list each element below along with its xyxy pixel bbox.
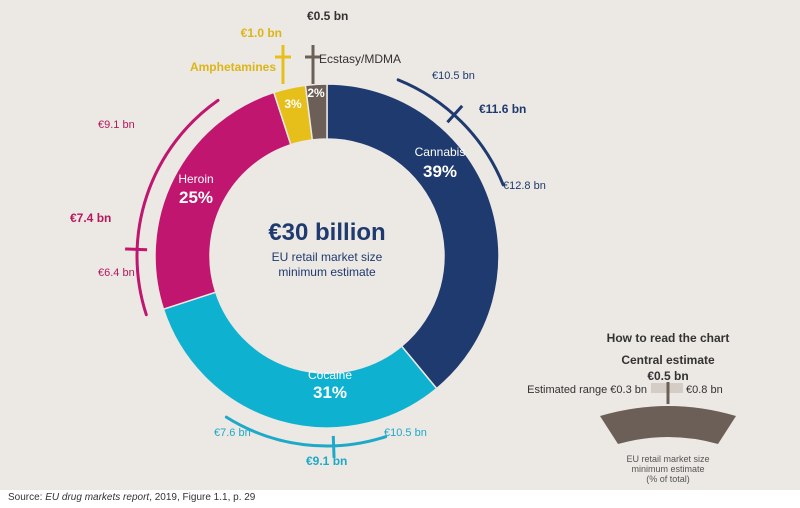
cannabis-low-label: €10.5 bn (432, 70, 475, 82)
slice-percent-heroin: 25% (179, 188, 213, 207)
cannabis-central-label: €11.6 bn (479, 102, 526, 116)
source-suffix: , 2019, Figure 1.1, p. 29 (149, 492, 256, 503)
range-arc-cannabis (396, 78, 505, 187)
cocaine-high-label: €10.5 bn (384, 427, 427, 439)
central-tick-cocaine (331, 435, 336, 458)
center-title: €30 billion (268, 219, 385, 246)
heroin-high-label: €9.1 bn (98, 119, 135, 131)
slice-percent-amphetamines: 3% (284, 97, 302, 111)
legend-central-label: Central estimate (621, 353, 715, 367)
central-tick-heroin (125, 247, 148, 252)
slice-name-cannabis: Cannabis (415, 145, 466, 159)
amphetamines-name-label: Amphetamines (190, 60, 276, 74)
legend-range-high: €0.8 bn (686, 384, 723, 396)
cocaine-low-label: €7.6 bn (214, 427, 251, 439)
cannabis-high-label: €12.8 bn (503, 180, 546, 192)
slice-name-cocaine: Cocaine (308, 368, 352, 382)
slice-heroin (154, 91, 292, 311)
legend-caption-line-1: EU retail market size (626, 454, 709, 464)
legend-segment-shape (600, 406, 736, 444)
slice-percent-cocaine: 31% (313, 383, 347, 402)
center-subtitle-line-1: EU retail market size (272, 250, 383, 264)
slice-cocaine (162, 291, 438, 429)
range-arc-heroin (135, 98, 220, 317)
source-title: EU drug markets report (45, 492, 150, 503)
slice-percent-cannabis: 39% (423, 162, 457, 181)
slice-ecstasy-mdma (304, 83, 328, 141)
heroin-low-label: €6.4 bn (98, 267, 135, 279)
amphetamines-central-label: €1.0 bn (241, 26, 282, 40)
heroin-central-label: €7.4 bn (70, 211, 111, 225)
source-prefix: Source: (8, 492, 46, 503)
ecstasy-name-label: Ecstasy/MDMA (319, 52, 401, 66)
slice-name-heroin: Heroin (178, 172, 213, 186)
source-note: Source: EU drug markets report, 2019, Fi… (8, 492, 255, 503)
legend-range-low: Estimated range €0.3 bn (527, 384, 647, 396)
center-subtitle-line-2: minimum estimate (278, 265, 376, 279)
slice-percent-ecstasy-mdma: 2% (307, 86, 325, 100)
legend-title: How to read the chart (607, 331, 730, 345)
cocaine-central-label: €9.1 bn (306, 454, 347, 468)
ecstasy-central-label: €0.5 bn (307, 9, 348, 23)
central-tick-cannabis (446, 104, 464, 124)
range-arc-cocaine (224, 415, 388, 448)
legend-caption-line-2: minimum estimate (631, 464, 704, 474)
legend-central-value: €0.5 bn (647, 369, 688, 383)
slice-cannabis (326, 83, 500, 390)
legend-caption-line-3: (% of total) (646, 474, 690, 484)
